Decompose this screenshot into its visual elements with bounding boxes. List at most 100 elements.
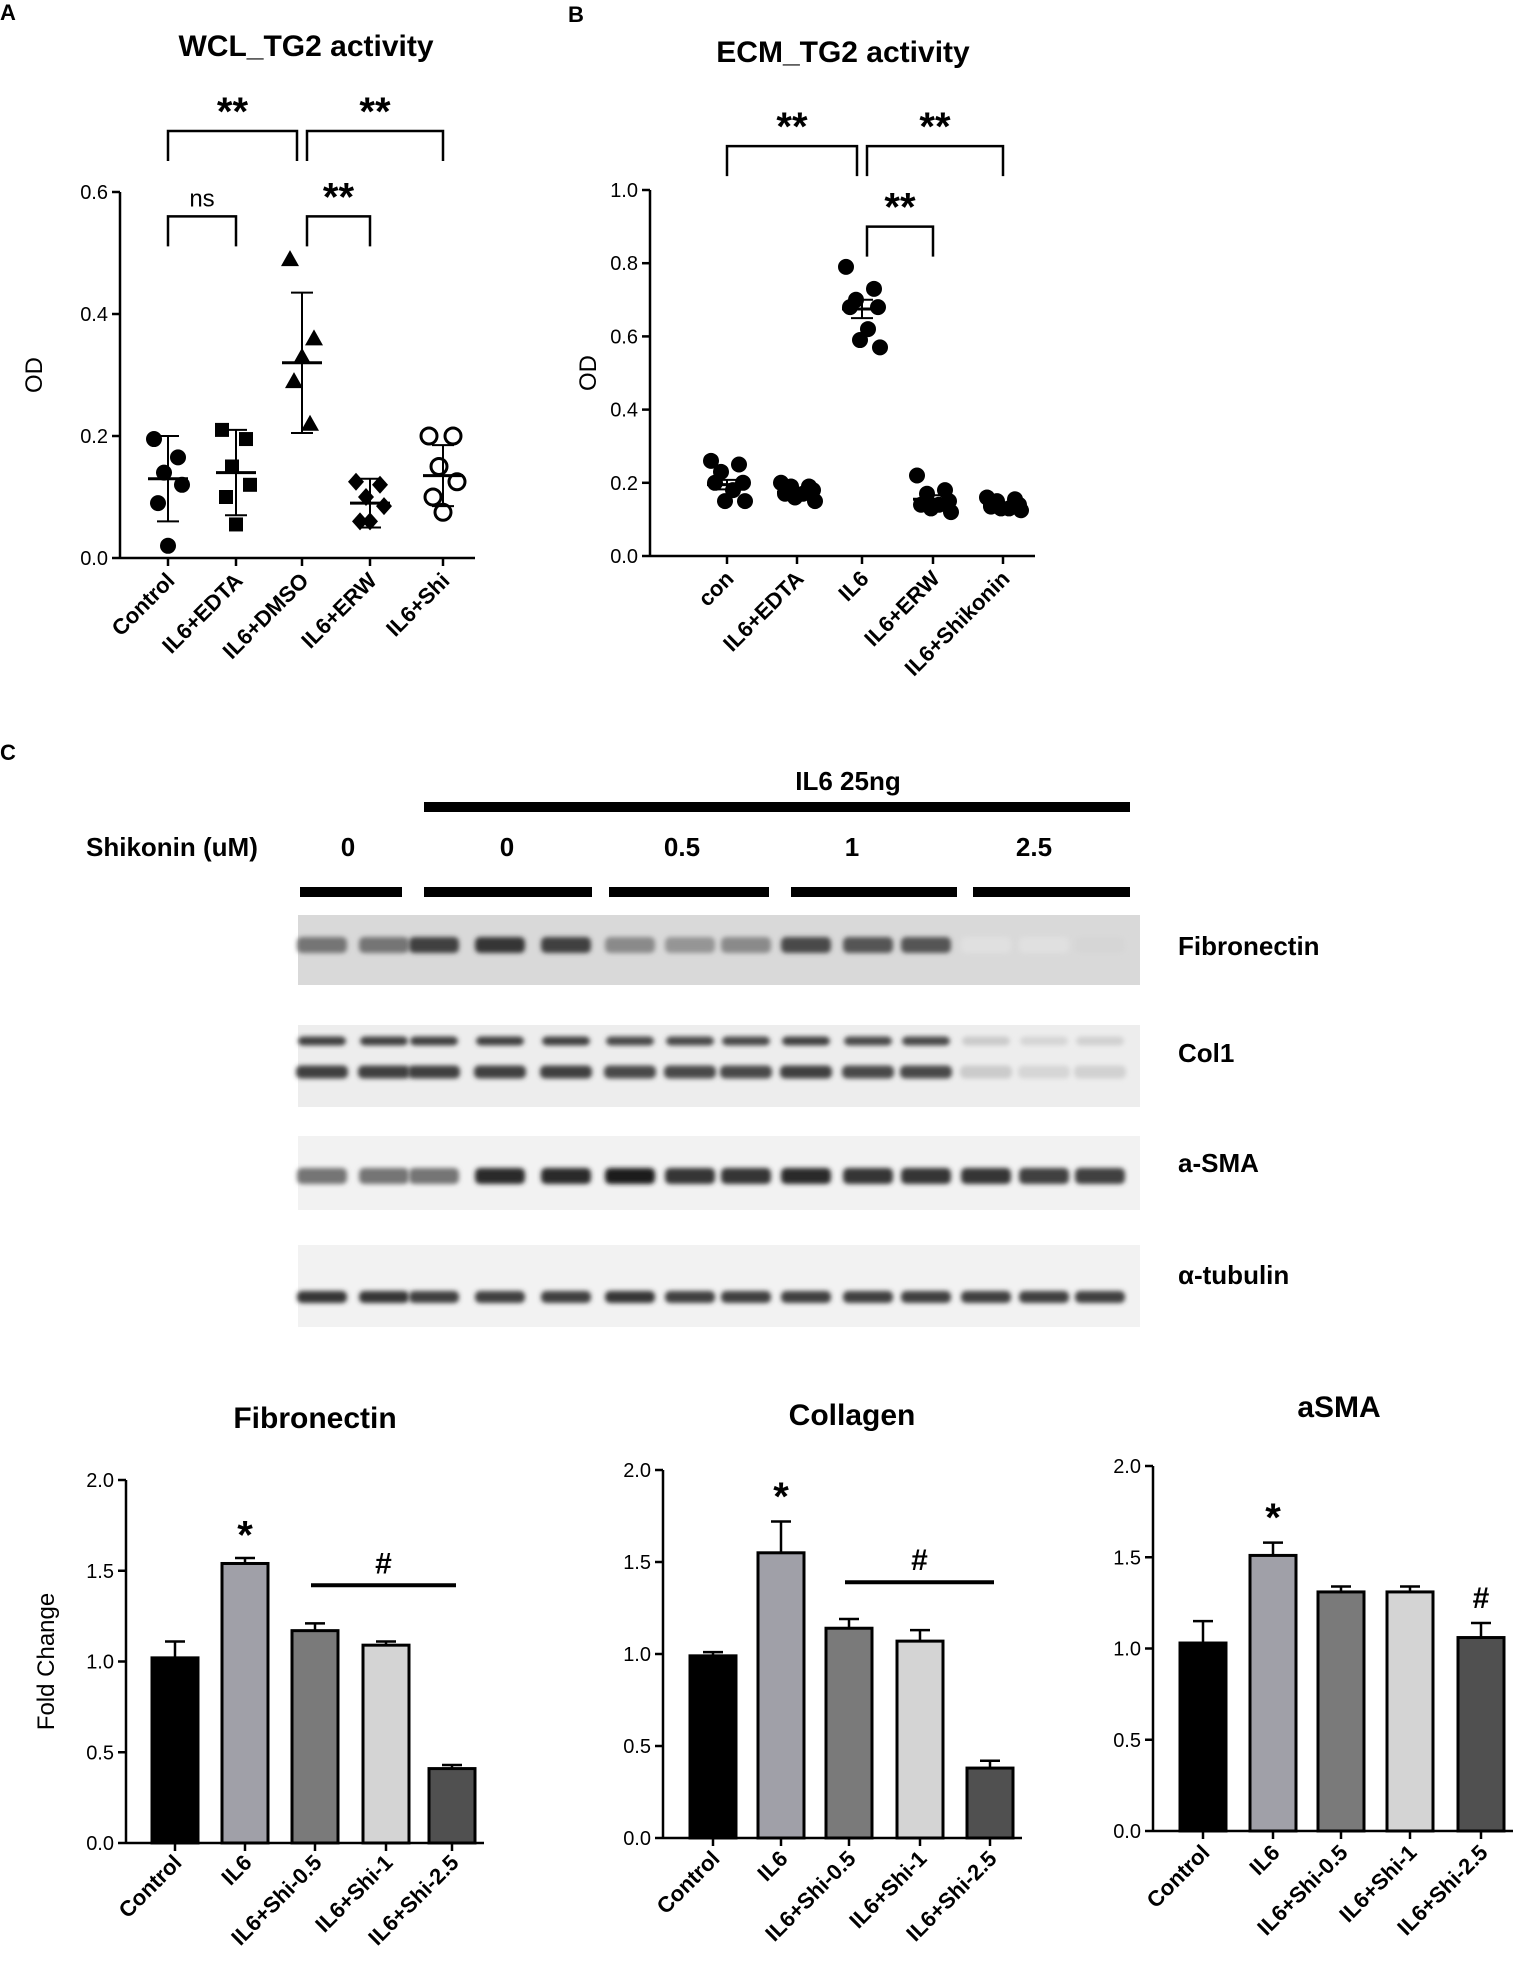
blot-band: [359, 1291, 409, 1303]
blot-band: [1074, 1065, 1126, 1079]
blot-band: [475, 937, 525, 953]
panel-letter-c: C: [0, 740, 16, 765]
chart-c2-y-tick-label: 2.0: [623, 1460, 651, 1482]
blot-band: [843, 1168, 893, 1184]
blot-band: [666, 1036, 714, 1046]
chart-c2-bar: [895, 1639, 945, 1840]
blot-band: [298, 1036, 346, 1046]
blot-band: [665, 937, 715, 953]
chart-a-point: [305, 329, 323, 346]
chart-c3-bar: [1178, 1641, 1228, 1833]
chart-c3-y-tick-label: 1.5: [1113, 1547, 1141, 1569]
chart-c2-y-tick-label: 0.5: [623, 1736, 651, 1758]
blot-band: [1075, 1168, 1125, 1184]
chart-a-point: [219, 490, 233, 504]
blot-band: [605, 1168, 655, 1184]
blot-band: [541, 1168, 591, 1184]
chart-a-comparison-bracket: [166, 129, 299, 161]
blot-band: [843, 937, 893, 953]
chart-b-point: [842, 299, 858, 316]
chart-a-y-tick-label: 0.2: [80, 426, 108, 448]
chart-c3-x-tick-label: Control: [1142, 1840, 1215, 1913]
chart-a-point: [150, 495, 166, 512]
chart-a-comparison-bracket: [305, 129, 445, 161]
blot-band: [475, 1291, 525, 1303]
chart-c1-y-tick-label: 0.0: [86, 1833, 114, 1855]
dose-bar-3: [791, 887, 957, 897]
chart-b-y-tick-label: 0.6: [610, 326, 638, 348]
blot-band: [720, 1065, 772, 1079]
chart-a-y-tick-label: 0.0: [80, 548, 108, 570]
chart-a-point: [160, 537, 176, 554]
chart-c1-y-label: Fold Change: [33, 1593, 60, 1730]
chart-c2-x-tick-label: Control: [652, 1846, 725, 1919]
chart-c2-bar: [965, 1766, 1015, 1840]
blot-band: [1076, 1036, 1124, 1046]
blot-band: [605, 937, 655, 953]
blot-band: [961, 1291, 1011, 1303]
chart-c2-title: Collagen: [789, 1399, 916, 1432]
dose-label: Shikonin (uM): [86, 832, 258, 862]
chart-a-y-tick-label: 0.6: [80, 182, 108, 204]
chart-c3-y-tick-label: 0.0: [1113, 1821, 1141, 1843]
blot-band: [1075, 937, 1125, 953]
chart-a-point: [285, 372, 303, 389]
chart-a-point: [146, 431, 162, 448]
chart-a-point: [419, 426, 439, 446]
blot-band: [540, 1065, 592, 1079]
blot-band: [606, 1036, 654, 1046]
blot-band: [844, 1036, 892, 1046]
chart-c2-bar: [824, 1626, 874, 1840]
chart-b-point: [870, 299, 886, 316]
chart-b-point: [717, 493, 733, 510]
blot-band: [408, 1065, 460, 1079]
chart-a-point: [376, 497, 392, 516]
chart-a-point: [352, 512, 368, 531]
blot-row-label: a-SMA: [1178, 1148, 1259, 1178]
chart-c1-y-tick-label: 1.5: [86, 1561, 114, 1583]
chart-b-point: [737, 493, 753, 510]
chart-a-x-tick-label: IL6+Shi: [381, 568, 454, 641]
blot-band: [604, 1065, 656, 1079]
blot-band: [961, 1168, 1011, 1184]
chart-b-y-tick-label: 0.0: [610, 546, 638, 568]
chart-b-point: [909, 467, 925, 484]
chart-b-ecm-tg2-activity: ECM_TG2 activity 0.0 0.2 0.4 0.6 0.8 1.0 OD con I…: [575, 36, 1035, 681]
chart-b-y-tick-label: 1.0: [610, 180, 638, 202]
blot-strip: [298, 1245, 1140, 1327]
blot-band: [1019, 1168, 1069, 1184]
blot-row-4: α-tubulin: [297, 1245, 1289, 1327]
chart-b-comparison-bracket: [865, 144, 1005, 177]
chart-a-point: [243, 477, 257, 492]
chart-a-point: [170, 449, 186, 466]
chart-c1-title: Fibronectin: [233, 1402, 396, 1435]
chart-a-point: [447, 472, 467, 492]
chart-b-y-label: OD: [575, 355, 602, 391]
dose-label-1: 0: [500, 832, 514, 862]
chart-c1-x-tick-label: IL6: [216, 1850, 256, 1890]
blot-band: [541, 1291, 591, 1303]
chart-c3-bar: [1248, 1553, 1298, 1833]
chart-a-y-tick-label: 0.4: [80, 304, 108, 326]
blot-band: [962, 1036, 1010, 1046]
blot-band: [605, 1291, 655, 1303]
chart-c1-bar: [220, 1561, 270, 1845]
chart-c3-y-tick-label: 0.5: [1113, 1730, 1141, 1752]
chart-c1-bar: [290, 1629, 340, 1845]
chart-b-significance-label: **: [884, 186, 916, 230]
chart-b-point: [923, 500, 939, 517]
blot-band: [780, 1065, 832, 1079]
chart-c3-y-tick-label: 2.0: [1113, 1456, 1141, 1478]
blot-band: [782, 1036, 830, 1046]
blot-band: [900, 1065, 952, 1079]
chart-a-significance-label: **: [323, 175, 355, 219]
blot-band: [1018, 1065, 1070, 1079]
blot-band: [409, 1168, 459, 1184]
chart-c3-title: aSMA: [1297, 1391, 1380, 1424]
blot-band: [842, 1065, 894, 1079]
blot-band: [781, 937, 831, 953]
chart-a-x-tick-label: IL6+ERW: [296, 568, 381, 653]
blot-band: [475, 1168, 525, 1184]
chart-c3-significance-label: #: [1473, 1582, 1490, 1615]
